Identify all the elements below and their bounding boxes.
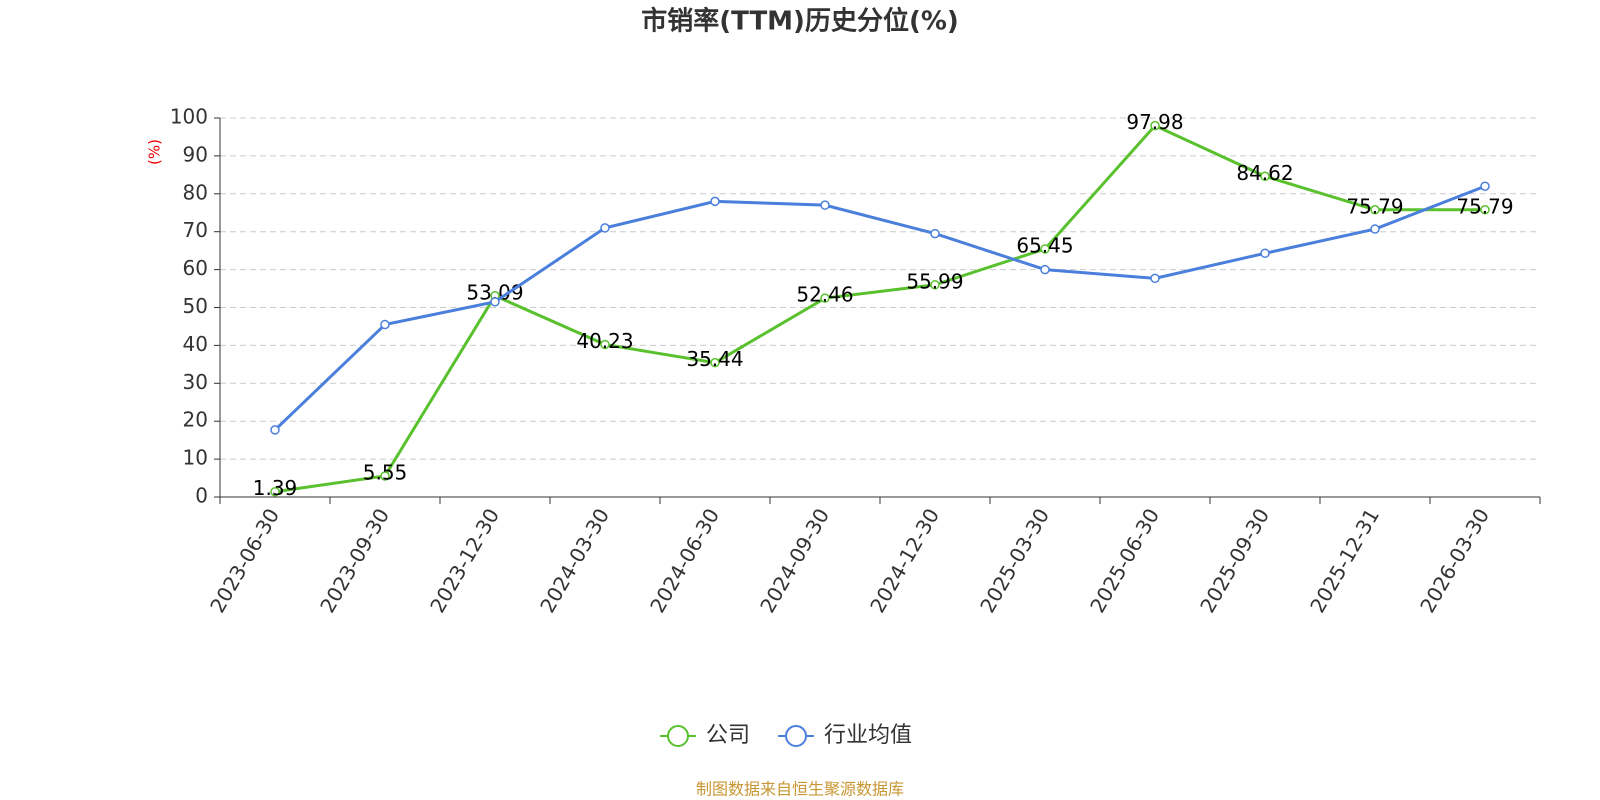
legend-item: 公司 <box>660 723 750 748</box>
data-point <box>710 357 720 368</box>
x-tick-label: 2024-09-30 <box>755 504 834 617</box>
data-point <box>270 486 280 497</box>
data-label: 1.39 <box>253 476 298 500</box>
y-tick-label: 100 <box>170 105 208 129</box>
data-point <box>600 223 610 233</box>
y-tick-label: 30 <box>183 370 208 394</box>
data-label: 75.79 <box>1456 194 1513 218</box>
series-line <box>274 123 1485 494</box>
data-label: 84.62 <box>1236 161 1293 185</box>
data-point <box>1480 181 1490 191</box>
data-label: 97.98 <box>1126 110 1183 134</box>
x-tick-label: 2025-06-30 <box>1085 504 1164 617</box>
x-tick-label: 2024-06-30 <box>645 504 724 617</box>
y-tick-label: 0 <box>195 484 208 508</box>
y-tick-label: 10 <box>183 446 208 470</box>
legend-label: 公司 <box>706 723 750 748</box>
data-label: 35.44 <box>686 347 743 371</box>
data-point <box>490 297 500 307</box>
x-tick-label: 2024-12-30 <box>865 504 944 617</box>
x-tick-label: 2025-09-30 <box>1195 504 1274 617</box>
x-tick-label: 2023-09-30 <box>315 504 394 617</box>
data-point <box>1260 171 1270 182</box>
legend-item: 行业均值 <box>778 723 912 748</box>
x-tick-label: 2024-03-30 <box>535 504 614 617</box>
data-point <box>380 471 390 481</box>
data-point <box>1150 120 1160 131</box>
data-label: 75.79 <box>1346 194 1403 218</box>
x-tick-label: 2025-12-31 <box>1305 504 1384 617</box>
y-tick-label: 40 <box>183 332 208 356</box>
data-point <box>1480 205 1490 215</box>
data-point <box>820 293 830 303</box>
legend-marker <box>667 725 689 747</box>
y-tick-label: 80 <box>183 180 208 204</box>
legend-marker <box>785 725 808 747</box>
data-point <box>380 319 390 330</box>
data-point <box>1370 224 1380 234</box>
data-point <box>820 200 830 210</box>
data-point <box>930 228 940 239</box>
chart-title: 市销率(TTM)历史分位(%) <box>641 6 959 37</box>
data-label: 5.55 <box>363 460 408 484</box>
x-tick-label: 2023-12-30 <box>425 504 504 617</box>
y-tick-label: 50 <box>183 294 208 318</box>
data-point <box>1040 244 1050 254</box>
data-point <box>1260 248 1270 259</box>
y-tick-label: 90 <box>183 142 208 166</box>
y-tick-label: 70 <box>183 218 208 242</box>
data-point <box>930 280 940 290</box>
data-label: 52.46 <box>796 283 853 307</box>
x-tick-label: 2023-06-30 <box>205 504 284 617</box>
x-tick-label: 2026-03-30 <box>1415 504 1494 617</box>
y-axis-label: (%) <box>146 139 164 165</box>
data-label: 40.23 <box>576 329 633 353</box>
data-point <box>1040 264 1050 275</box>
y-tick-label: 20 <box>183 408 208 432</box>
legend-label: 行业均值 <box>824 723 912 748</box>
data-label: 55.99 <box>906 269 963 293</box>
data-point <box>600 339 610 350</box>
data-point <box>710 196 720 207</box>
source-note: 制图数据来自恒生聚源数据库 <box>696 780 904 799</box>
data-point <box>1370 205 1380 215</box>
series-line <box>273 184 1486 432</box>
data-label: 65.45 <box>1016 233 1073 257</box>
data-point <box>270 425 280 435</box>
x-tick-label: 2025-03-30 <box>975 504 1054 617</box>
data-point <box>1150 273 1160 284</box>
y-tick-label: 60 <box>183 256 208 280</box>
